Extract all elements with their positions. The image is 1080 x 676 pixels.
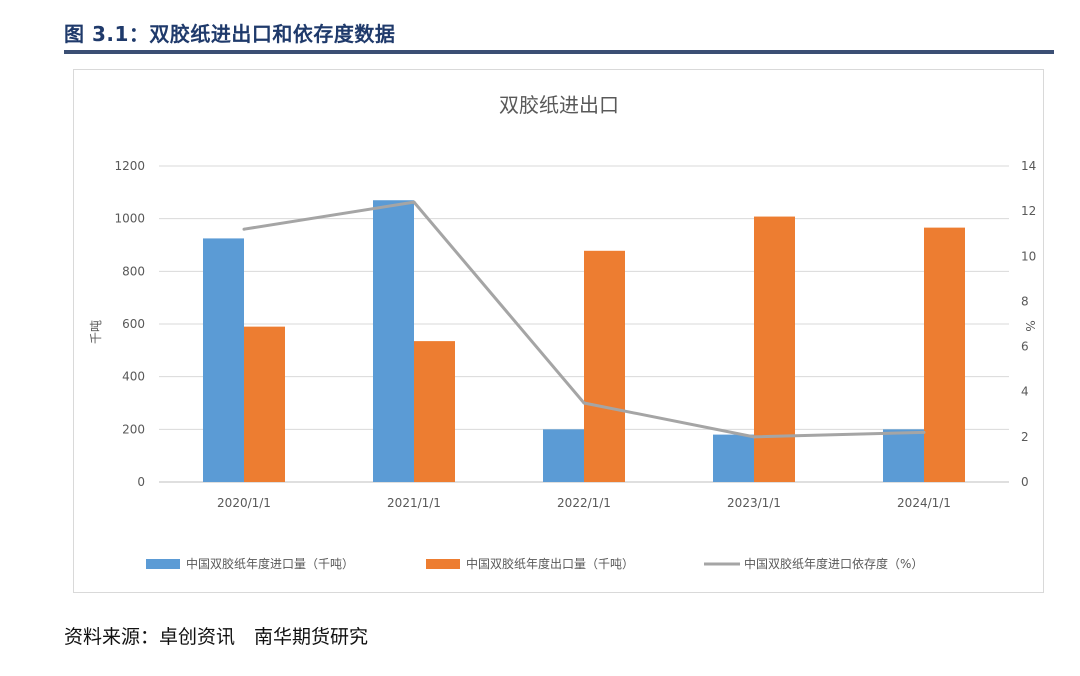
import-bar [203, 238, 244, 482]
y-tick-label: 0 [137, 475, 145, 489]
title-divider [64, 50, 1054, 54]
y2-tick-label: 8 [1021, 294, 1029, 308]
y2-tick-label: 12 [1021, 204, 1036, 218]
export-bar [244, 326, 285, 482]
export-bar [924, 227, 965, 482]
legend-swatch-import [146, 559, 180, 569]
y-tick-label: 200 [122, 422, 145, 436]
legend-swatch-export [426, 559, 460, 569]
dependency-line-group [242, 200, 926, 439]
dependency-point [922, 430, 926, 434]
dependency-point [752, 435, 756, 439]
x-axis: 2020/1/1 2021/1/1 2022/1/1 2023/1/1 2024/1/1 [217, 496, 951, 510]
export-bar [414, 341, 455, 482]
import-bar [883, 429, 924, 482]
export-bar [754, 216, 795, 482]
y2-tick-label: 6 [1021, 340, 1029, 354]
chart-frame: 双胶纸进出口 0 200 400 600 800 1000 1200 0 2 4 6 8 10 12 14… [73, 69, 1044, 593]
y-tick-label: 400 [122, 370, 145, 384]
dependency-point [412, 200, 416, 204]
x-tick-label: 2020/1/1 [217, 496, 271, 510]
figure-title: 图 3.1：双胶纸进出口和依存度数据 [64, 22, 396, 46]
y-tick-label: 1200 [114, 159, 145, 173]
x-tick-label: 2024/1/1 [897, 496, 951, 510]
legend-label: 中国双胶纸年度进口量（千吨） [186, 556, 354, 571]
y2-tick-label: 4 [1021, 385, 1029, 399]
dependency-point [242, 227, 246, 231]
legend: 中国双胶纸年度进口量（千吨） 中国双胶纸年度出口量（千吨） 中国双胶纸年度进口依存度… [146, 556, 923, 571]
x-tick-label: 2021/1/1 [387, 496, 441, 510]
y-tick-label: 600 [122, 317, 145, 331]
import-bar [713, 434, 754, 482]
dependency-point [582, 401, 586, 405]
legend-label: 中国双胶纸年度出口量（千吨） [466, 556, 634, 571]
y2-tick-label: 2 [1021, 430, 1029, 444]
import-bar [373, 200, 414, 482]
x-tick-label: 2022/1/1 [557, 496, 611, 510]
y-tick-label: 800 [122, 264, 145, 278]
bars [203, 200, 965, 482]
right-axis: 0 2 4 6 8 10 12 14 [1021, 159, 1036, 489]
y2-tick-label: 10 [1021, 249, 1036, 263]
x-tick-label: 2023/1/1 [727, 496, 781, 510]
left-axis: 0 200 400 600 800 1000 1200 [114, 159, 145, 489]
legend-label: 中国双胶纸年度进口依存度（%） [744, 556, 923, 571]
chart-title: 双胶纸进出口 [499, 93, 619, 117]
import-bar [543, 429, 584, 482]
export-bar [584, 250, 625, 482]
source-note: 资料来源：卓创资讯 南华期货研究 [64, 626, 369, 648]
y2-tick-label: 0 [1021, 475, 1029, 489]
y2-tick-label: 14 [1021, 159, 1036, 173]
y-tick-label: 1000 [114, 212, 145, 226]
chart-svg: 双胶纸进出口 0 200 400 600 800 1000 1200 0 2 4 6 8 10 12 14… [89, 93, 1037, 571]
y-axis-label: 千吨 [89, 320, 103, 344]
y2-axis-label: % [1023, 320, 1037, 331]
